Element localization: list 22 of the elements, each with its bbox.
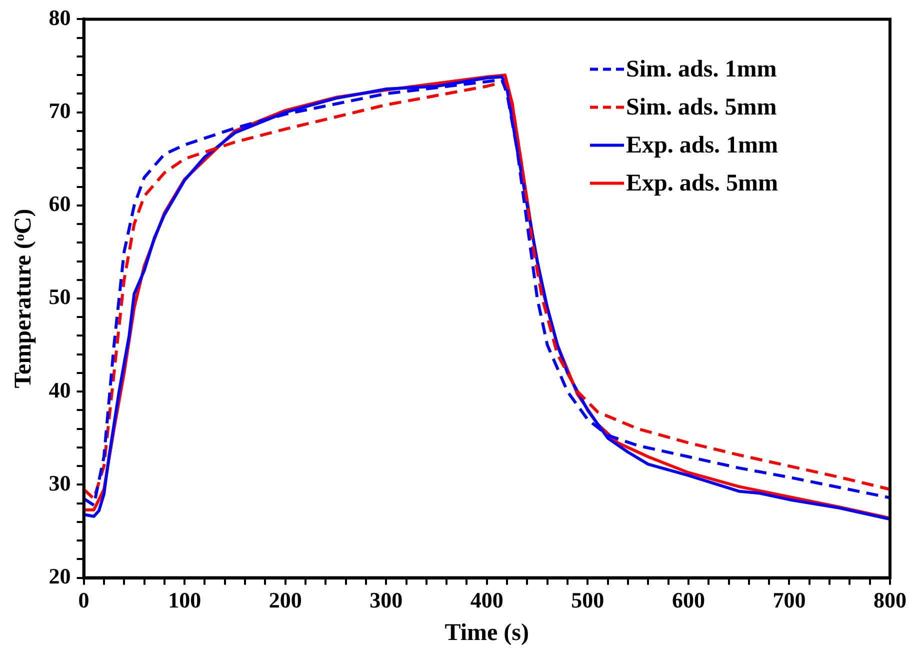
legend-label: Sim. ads. 5mm <box>626 94 777 120</box>
y-tick-label: 30 <box>48 470 71 496</box>
x-tick-label: 500 <box>571 588 604 613</box>
x-tick-label: 300 <box>370 588 403 613</box>
y-tick-label: 70 <box>48 98 71 123</box>
x-tick-label: 0 <box>78 588 90 613</box>
y-tick-label: 60 <box>48 191 71 216</box>
x-tick-label: 800 <box>874 588 906 613</box>
x-tick-label: 200 <box>268 588 302 613</box>
x-axis-title: Time (s) <box>444 620 530 646</box>
x-tick-label: 700 <box>772 588 806 613</box>
legend-label: Exp. ads. 1mm <box>626 132 778 158</box>
y-tick-label: 20 <box>48 563 71 588</box>
legend-label: Sim. ads. 1mm <box>626 56 777 82</box>
y-axis-title: Temperature (ᵒC) <box>10 208 37 388</box>
x-tick-label: 400 <box>470 588 504 613</box>
y-tick-label: 50 <box>48 284 71 310</box>
legend-label: Exp. ads. 5mm <box>626 170 778 196</box>
y-tick-label: 80 <box>48 4 71 30</box>
x-tick-label: 100 <box>168 588 202 613</box>
x-tick-label: 600 <box>672 588 705 613</box>
y-tick-label: 40 <box>48 377 71 402</box>
